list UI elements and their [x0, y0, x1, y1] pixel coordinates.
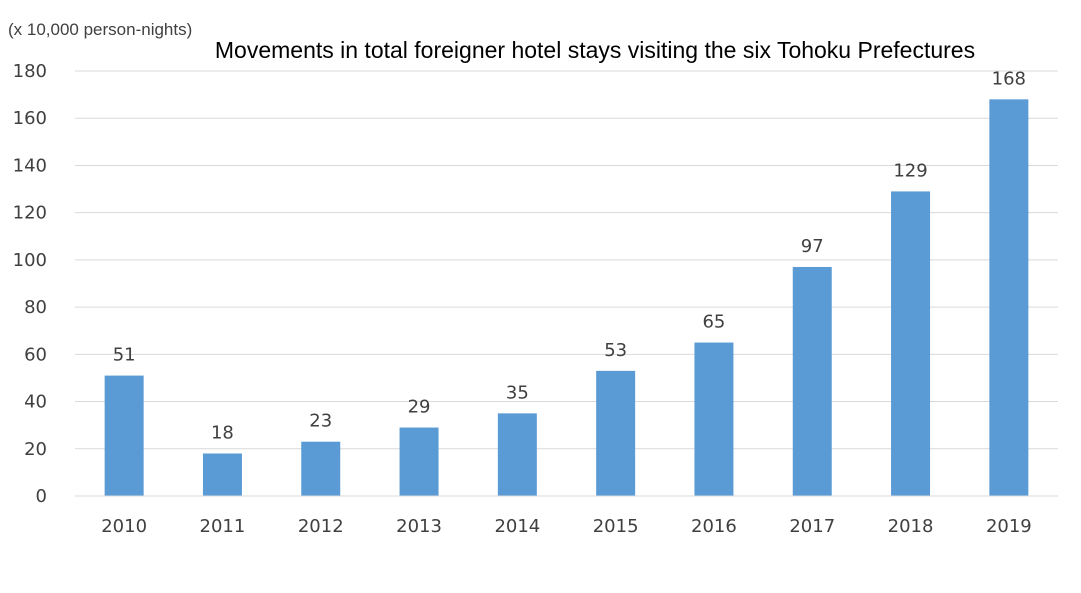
x-tick-label: 2017 [789, 516, 835, 537]
y-tick-label: 60 [24, 344, 47, 365]
y-tick-label: 40 [24, 392, 47, 413]
y-tick-label: 100 [13, 250, 47, 271]
x-tick-label: 2012 [298, 516, 344, 537]
bar [891, 191, 931, 496]
data-label: 23 [309, 411, 332, 432]
x-tick-label: 2014 [494, 516, 540, 537]
x-tick-label: 2013 [396, 516, 442, 537]
y-tick-label: 180 [13, 61, 47, 82]
data-label: 53 [604, 340, 627, 361]
bar [989, 99, 1029, 496]
data-label: 35 [506, 382, 529, 403]
x-tick-label: 2011 [200, 516, 246, 537]
bar [104, 375, 144, 496]
x-tick-label: 2018 [888, 516, 934, 537]
bar [301, 441, 341, 496]
y-tick-label: 0 [36, 486, 47, 507]
y-tick-label: 120 [13, 203, 47, 224]
x-tick-label: 2010 [101, 516, 147, 537]
bar [792, 266, 832, 496]
x-tick-label: 2016 [691, 516, 737, 537]
bar [694, 342, 734, 496]
x-tick-label: 2015 [593, 516, 639, 537]
chart-title: Movements in total foreigner hotel stays… [214, 37, 976, 63]
bar [497, 413, 537, 496]
data-label: 97 [801, 236, 824, 257]
y-axis-unit-label: (x 10,000 person-nights) [8, 20, 193, 39]
data-label: 168 [992, 68, 1026, 89]
x-tick-label: 2019 [986, 516, 1032, 537]
data-label: 29 [408, 397, 431, 418]
y-tick-label: 160 [13, 108, 47, 129]
data-label: 65 [702, 312, 725, 333]
y-tick-label: 140 [13, 155, 47, 176]
data-label: 51 [113, 345, 136, 366]
data-label: 129 [893, 160, 927, 181]
y-tick-label: 20 [24, 439, 47, 460]
data-label: 18 [211, 423, 234, 444]
bar [596, 370, 636, 496]
bar [399, 427, 439, 496]
bar [202, 453, 242, 496]
y-tick-label: 80 [24, 297, 47, 318]
